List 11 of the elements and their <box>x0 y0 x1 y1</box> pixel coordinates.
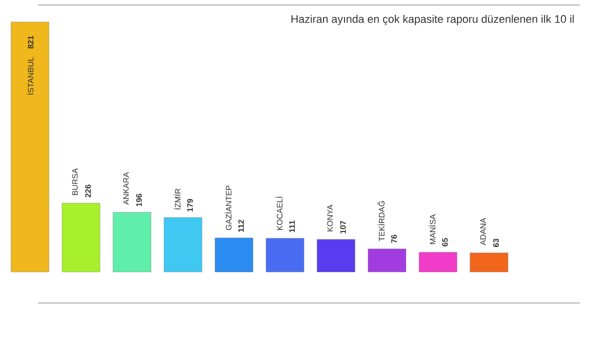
bar <box>266 238 304 272</box>
bar <box>112 212 152 272</box>
bar <box>62 203 100 272</box>
bar <box>214 238 254 272</box>
bar <box>470 252 508 272</box>
chart-title: Haziran ayında en çok kapasite raporu düzenlenen ilk 10 il <box>292 14 574 26</box>
bar <box>418 252 458 272</box>
bar <box>10 22 50 272</box>
bar <box>164 217 202 272</box>
bar <box>316 239 356 272</box>
bar <box>368 248 406 272</box>
